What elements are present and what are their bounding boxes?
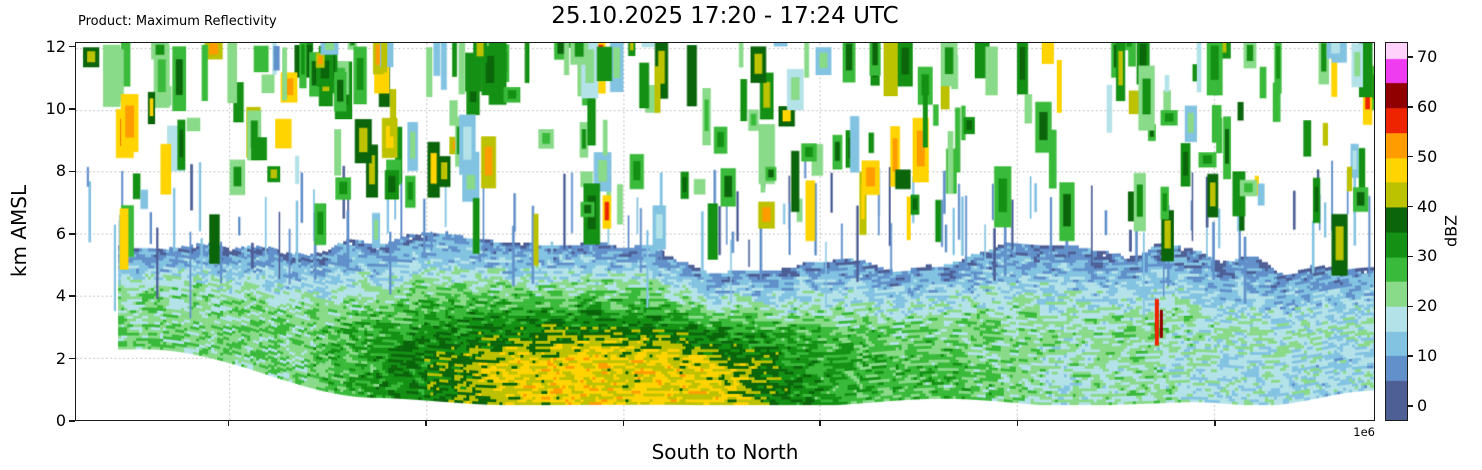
colorbar-tick-label: 30 — [1417, 246, 1438, 266]
colorbar-tick-mark — [1408, 305, 1413, 308]
colorbar-tick-label: 50 — [1417, 146, 1438, 166]
y-tick-mark — [69, 108, 75, 110]
product-label: Product: Maximum Reflectivity — [78, 14, 277, 29]
colorbar-tick-mark — [1408, 355, 1413, 357]
colorbar-tick-label: 0 — [1417, 396, 1428, 416]
colorbar-gradient-canvas — [1386, 43, 1407, 420]
y-tick-mark — [69, 233, 75, 235]
colorbar-tick-label: 10 — [1417, 346, 1438, 366]
x-axis-label: South to North — [651, 440, 799, 464]
y-tick-mark — [69, 170, 75, 173]
y-tick-mark — [69, 420, 75, 422]
colorbar-tick-mark — [1408, 255, 1413, 258]
x-tick-mark — [1214, 421, 1216, 426]
x-tick-mark — [425, 421, 427, 426]
colorbar — [1385, 42, 1408, 421]
colorbar-tick-mark — [1408, 106, 1413, 108]
y-tick-label: 4 — [55, 286, 66, 306]
chart-title: 25.10.2025 17:20 - 17:24 UTC — [551, 3, 899, 29]
x-tick-mark — [819, 421, 821, 426]
x-axis-offset-text: 1e6 — [1353, 425, 1375, 439]
y-tick-mark — [69, 295, 75, 297]
colorbar-tick-label: 60 — [1417, 96, 1438, 116]
colorbar-tick-mark — [1408, 155, 1413, 158]
plot-area — [75, 42, 1375, 421]
y-tick-label: 6 — [55, 223, 66, 243]
colorbar-tick-label: 70 — [1417, 46, 1438, 66]
y-tick-label: 2 — [55, 348, 66, 368]
x-tick-mark — [227, 421, 230, 426]
y-tick-label: 12 — [45, 36, 66, 56]
y-tick-mark — [69, 357, 75, 360]
colorbar-label: dBZ — [1441, 214, 1461, 248]
y-tick-label: 8 — [55, 161, 66, 181]
colorbar-tick-mark — [1408, 405, 1413, 407]
reflectivity-field-canvas — [76, 43, 1374, 420]
colorbar-tick-mark — [1408, 56, 1413, 58]
colorbar-tick-mark — [1408, 205, 1413, 208]
colorbar-tick-label: 40 — [1417, 196, 1438, 216]
colorbar-tick-label: 20 — [1417, 296, 1438, 316]
y-tick-label: 10 — [45, 99, 66, 119]
x-tick-mark — [622, 421, 625, 426]
y-tick-mark — [69, 45, 75, 48]
y-tick-label: 0 — [55, 411, 66, 430]
x-tick-mark — [1016, 421, 1019, 426]
